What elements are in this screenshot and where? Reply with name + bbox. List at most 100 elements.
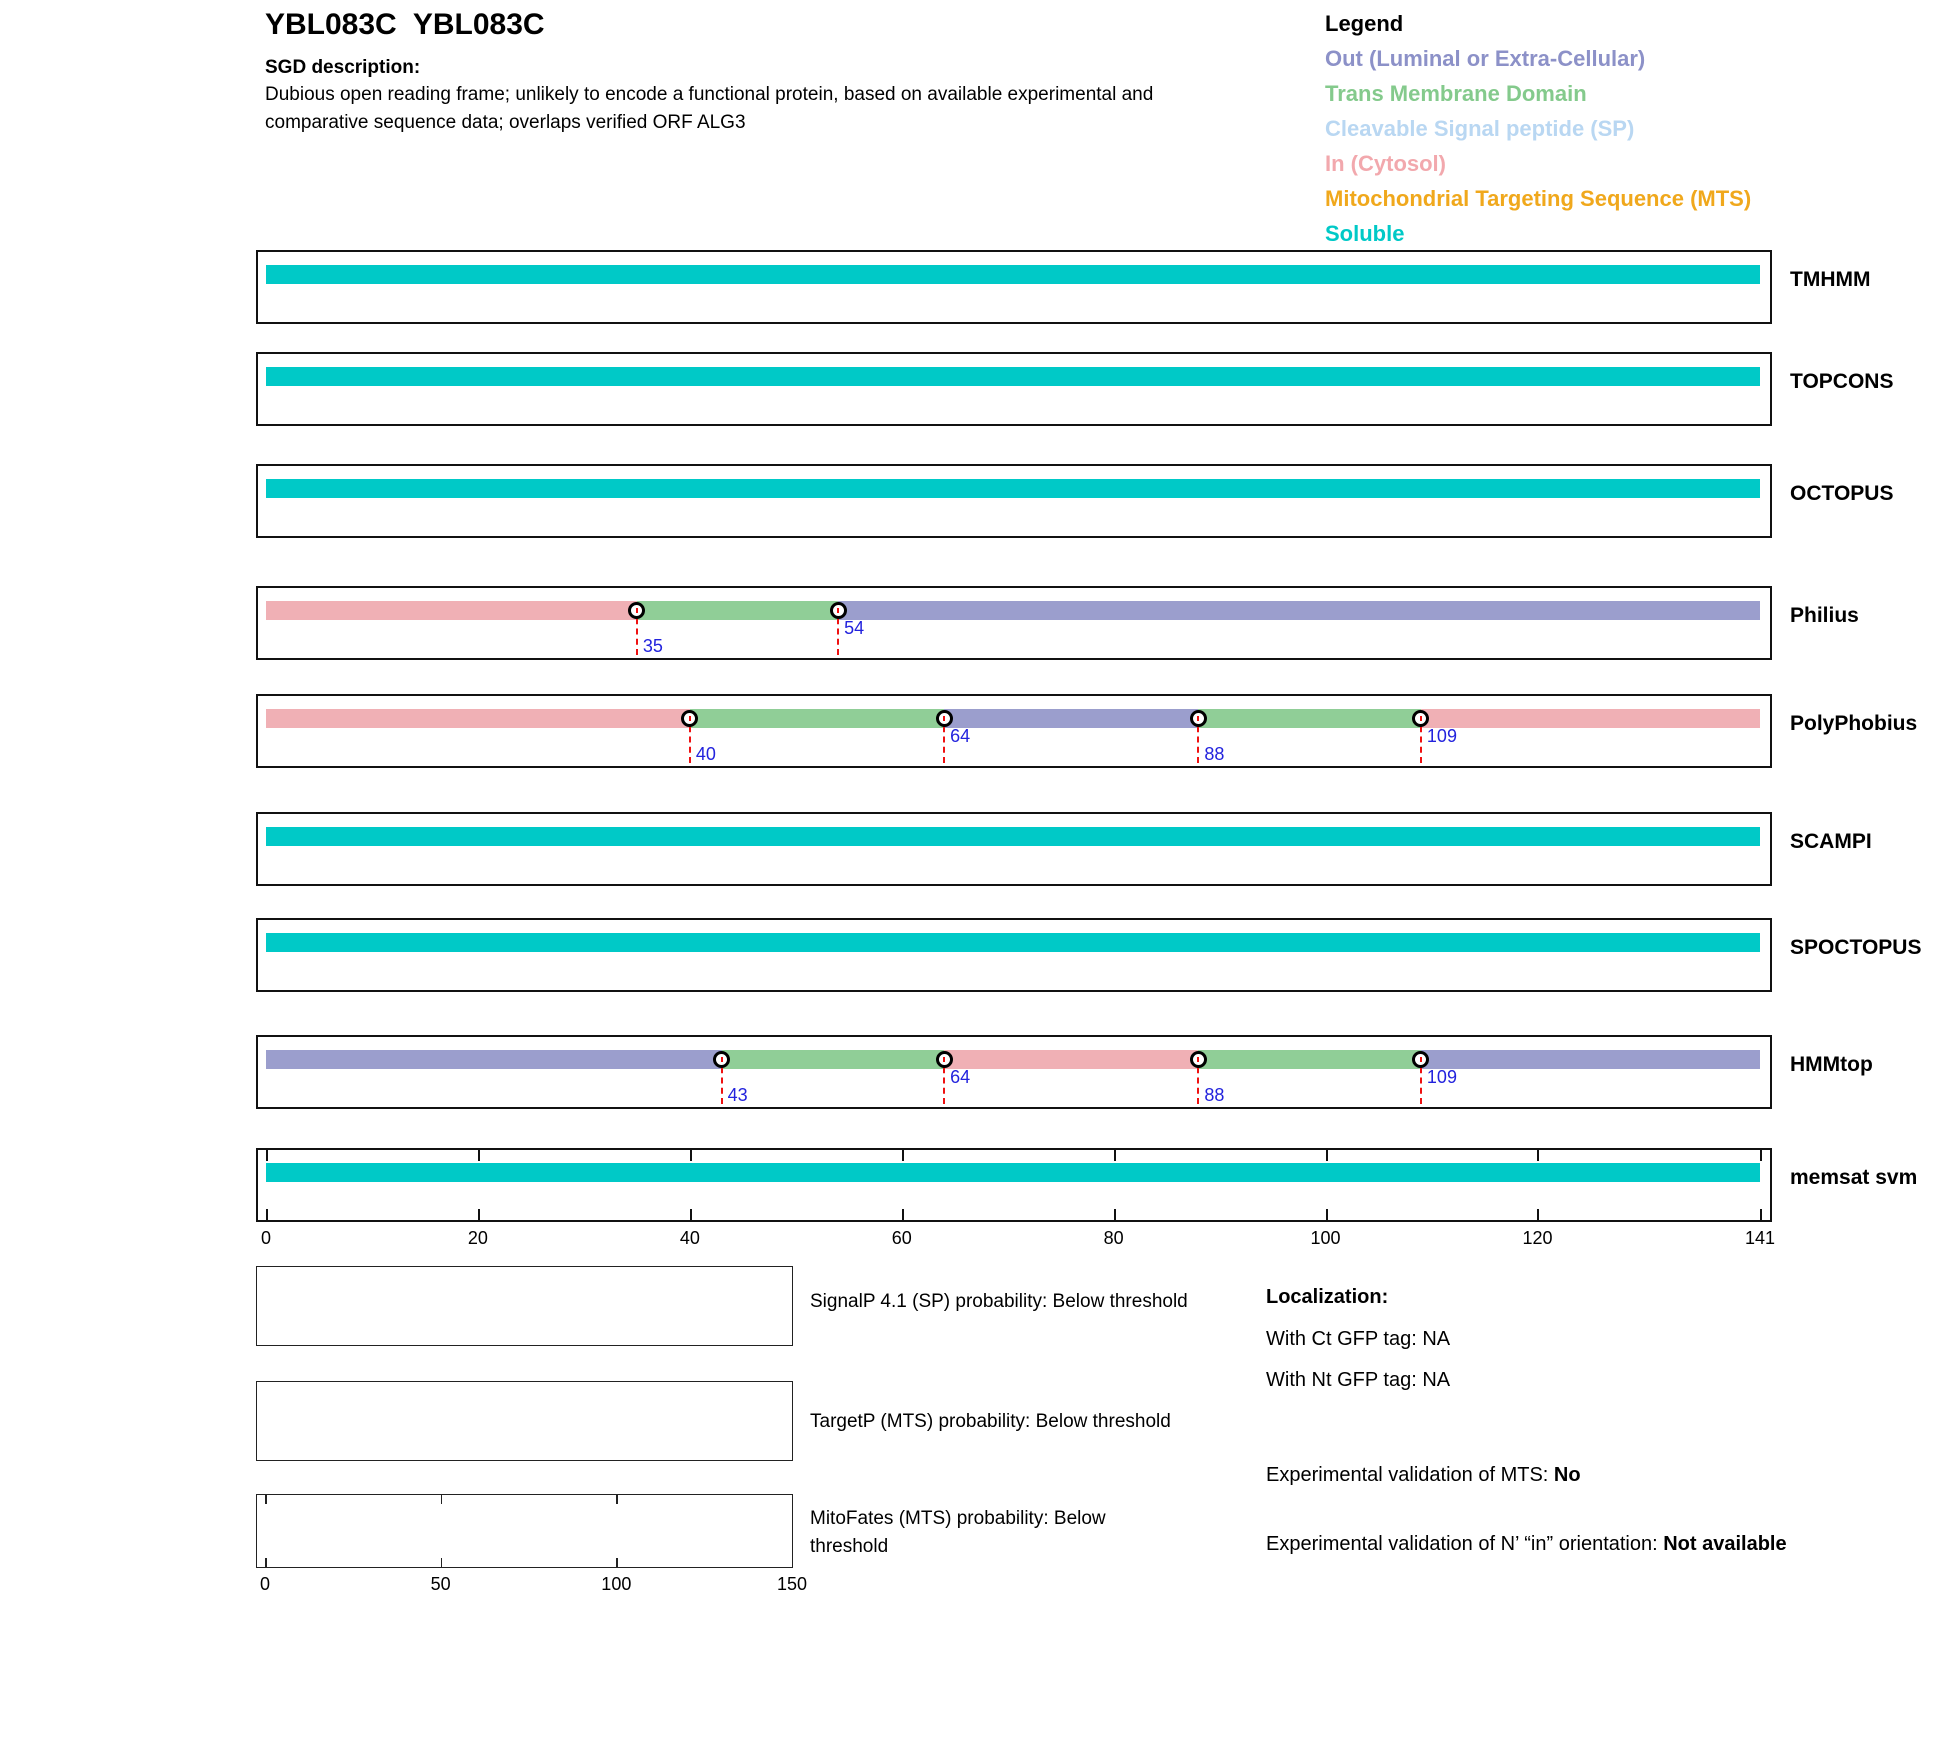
track-name-label: HMMtop (1790, 1053, 1873, 1076)
track-scampi: SCAMPI (256, 812, 1872, 886)
mts-validation-value: No (1553, 1464, 1581, 1486)
axis-tick-label: 141 (1744, 1228, 1776, 1248)
axis-tick-mark (1113, 1209, 1116, 1220)
boundary-position-label: 109 (1426, 726, 1457, 746)
segment-out (838, 601, 1760, 620)
boundary-line (1197, 716, 1200, 763)
axis-tick-label: 120 (1522, 1228, 1553, 1248)
plot-tick-mark (440, 1495, 443, 1504)
boundary-line (688, 716, 691, 763)
boundary-position-label: 35 (642, 636, 663, 656)
boundary-position-label: 43 (727, 1085, 748, 1105)
track-name-label: TOPCONS (1790, 370, 1894, 393)
track-name-label: PolyPhobius (1790, 712, 1918, 735)
axis-tick-mark (1537, 1150, 1540, 1161)
track-name-label: memsat svm (1790, 1166, 1918, 1189)
boundary-marker-icon (935, 1051, 953, 1068)
boundary-line (1419, 716, 1422, 763)
boundary-marker-icon (1412, 1051, 1430, 1068)
legend-heading: Legend (1325, 11, 1404, 36)
orientation-validation-label: Experimental validation of N’ “in” orien… (1266, 1533, 1664, 1555)
marker-dot (720, 1057, 723, 1062)
segment-soluble (266, 827, 1760, 846)
segment-out (944, 709, 1199, 728)
boundary-position-label: 64 (950, 726, 971, 746)
axis-tick-mark (1325, 1209, 1328, 1220)
segment-in (1420, 709, 1760, 728)
axis-tick-mark (477, 1150, 480, 1161)
axis-tick-label: 100 (1310, 1228, 1341, 1248)
signalp-plot-label: SignalP 4.1 (SP) probability: Below thre… (810, 1291, 1188, 1312)
boundary-position-label: 40 (695, 744, 716, 764)
axis-tick-label: 20 (467, 1228, 488, 1248)
probability-plot-box-2 (256, 1494, 793, 1568)
axis-tick-label: 40 (679, 1228, 700, 1248)
track-spoctopus: SPOCTOPUS (256, 918, 1921, 992)
boundary-marker-icon (829, 602, 847, 619)
boundary-marker-icon (1189, 1051, 1207, 1068)
plot-tick-mark (265, 1495, 267, 1504)
axis-tick-mark (266, 1150, 268, 1161)
localization-ct-gfp: With Ct GFP tag: NA (1266, 1328, 1451, 1350)
marker-dot (943, 716, 946, 721)
legend-items: Out (Luminal or Extra-Cellular) Trans Mem… (1325, 41, 1885, 251)
plot-tick-mark (616, 1495, 618, 1504)
track-topcons: TOPCONS (256, 352, 1893, 426)
track-name-label: Philius (1790, 604, 1859, 627)
boundary-line (720, 1057, 723, 1104)
boundary-position-label: 54 (844, 618, 865, 638)
marker-dot (1197, 1057, 1200, 1062)
mts-validation-line: Experimental validation of MTS: No (1266, 1464, 1581, 1487)
segment-tm (689, 709, 945, 728)
boundary-line (943, 1057, 946, 1104)
segment-tm (1198, 1050, 1421, 1069)
marker-dot (1197, 716, 1200, 721)
legend: Legend Out (Luminal or Extra-Cellular) Tr… (1325, 6, 1885, 251)
boundary-position-label: 109 (1426, 1067, 1457, 1087)
axis-tick-mark (477, 1209, 480, 1220)
mitofates-axis: 0 50 100 150 (256, 1574, 856, 1598)
segment-out (1420, 1050, 1760, 1069)
track-memsat-svm: memsat svm (256, 1148, 1917, 1222)
segment-in (266, 709, 690, 728)
boundary-marker-icon (681, 710, 699, 727)
axis-tick-mark (689, 1150, 692, 1161)
plot-tick-mark (440, 1558, 443, 1567)
mitofates-axis-label: 0 (259, 1574, 271, 1594)
probability-plot-box-1 (256, 1381, 793, 1461)
axis-tick-mark (901, 1209, 904, 1220)
axis-tick-label: 60 (891, 1228, 912, 1248)
segment-soluble (266, 265, 1760, 284)
legend-item-sp: Cleavable Signal peptide (SP) (1325, 116, 1635, 141)
segment-soluble (266, 367, 1760, 386)
axis-tick-mark (1113, 1150, 1116, 1161)
track-name-label: SCAMPI (1790, 830, 1872, 853)
marker-dot (635, 608, 638, 613)
boundary-line (635, 608, 638, 655)
legend-item-tm: Trans Membrane Domain (1325, 81, 1587, 106)
legend-item-soluble: Soluble (1325, 221, 1405, 246)
track-hmmtop: 43 64 88 109 HMMtop (256, 1035, 1873, 1109)
segment-out (266, 1050, 722, 1069)
axis-tick-mark (1760, 1150, 1762, 1161)
segment-in (266, 601, 637, 620)
plot-tick-mark (616, 1558, 618, 1567)
axis-tick-mark (1325, 1150, 1328, 1161)
axis-tick-label: 80 (1103, 1228, 1124, 1248)
boundary-marker-icon (1412, 710, 1430, 727)
orientation-validation-value: Not available (1663, 1533, 1787, 1555)
mitofates-axis-label: 100 (601, 1574, 632, 1594)
page-title: YBL083C YBL083C (265, 8, 545, 41)
track-philius: 35 54 Philius (256, 586, 1859, 660)
mitofates-axis-label: 50 (430, 1574, 451, 1594)
boundary-line (943, 716, 946, 763)
marker-dot (688, 716, 691, 721)
mitofates-axis-label: 150 (776, 1574, 808, 1594)
segment-tm (1198, 709, 1421, 728)
track-tmhmm: TMHMM (256, 250, 1870, 324)
axis-tick-mark (266, 1209, 268, 1220)
legend-item-out: Out (Luminal or Extra-Cellular) (1325, 46, 1646, 71)
localization-nt-gfp: With Nt GFP tag: NA (1266, 1369, 1451, 1391)
residue-axis: 0 20 40 60 80 100 120 141 (256, 1228, 1776, 1254)
mitofates-plot-label: MitoFates (MTS) probability: Below thres… (810, 1508, 1106, 1557)
